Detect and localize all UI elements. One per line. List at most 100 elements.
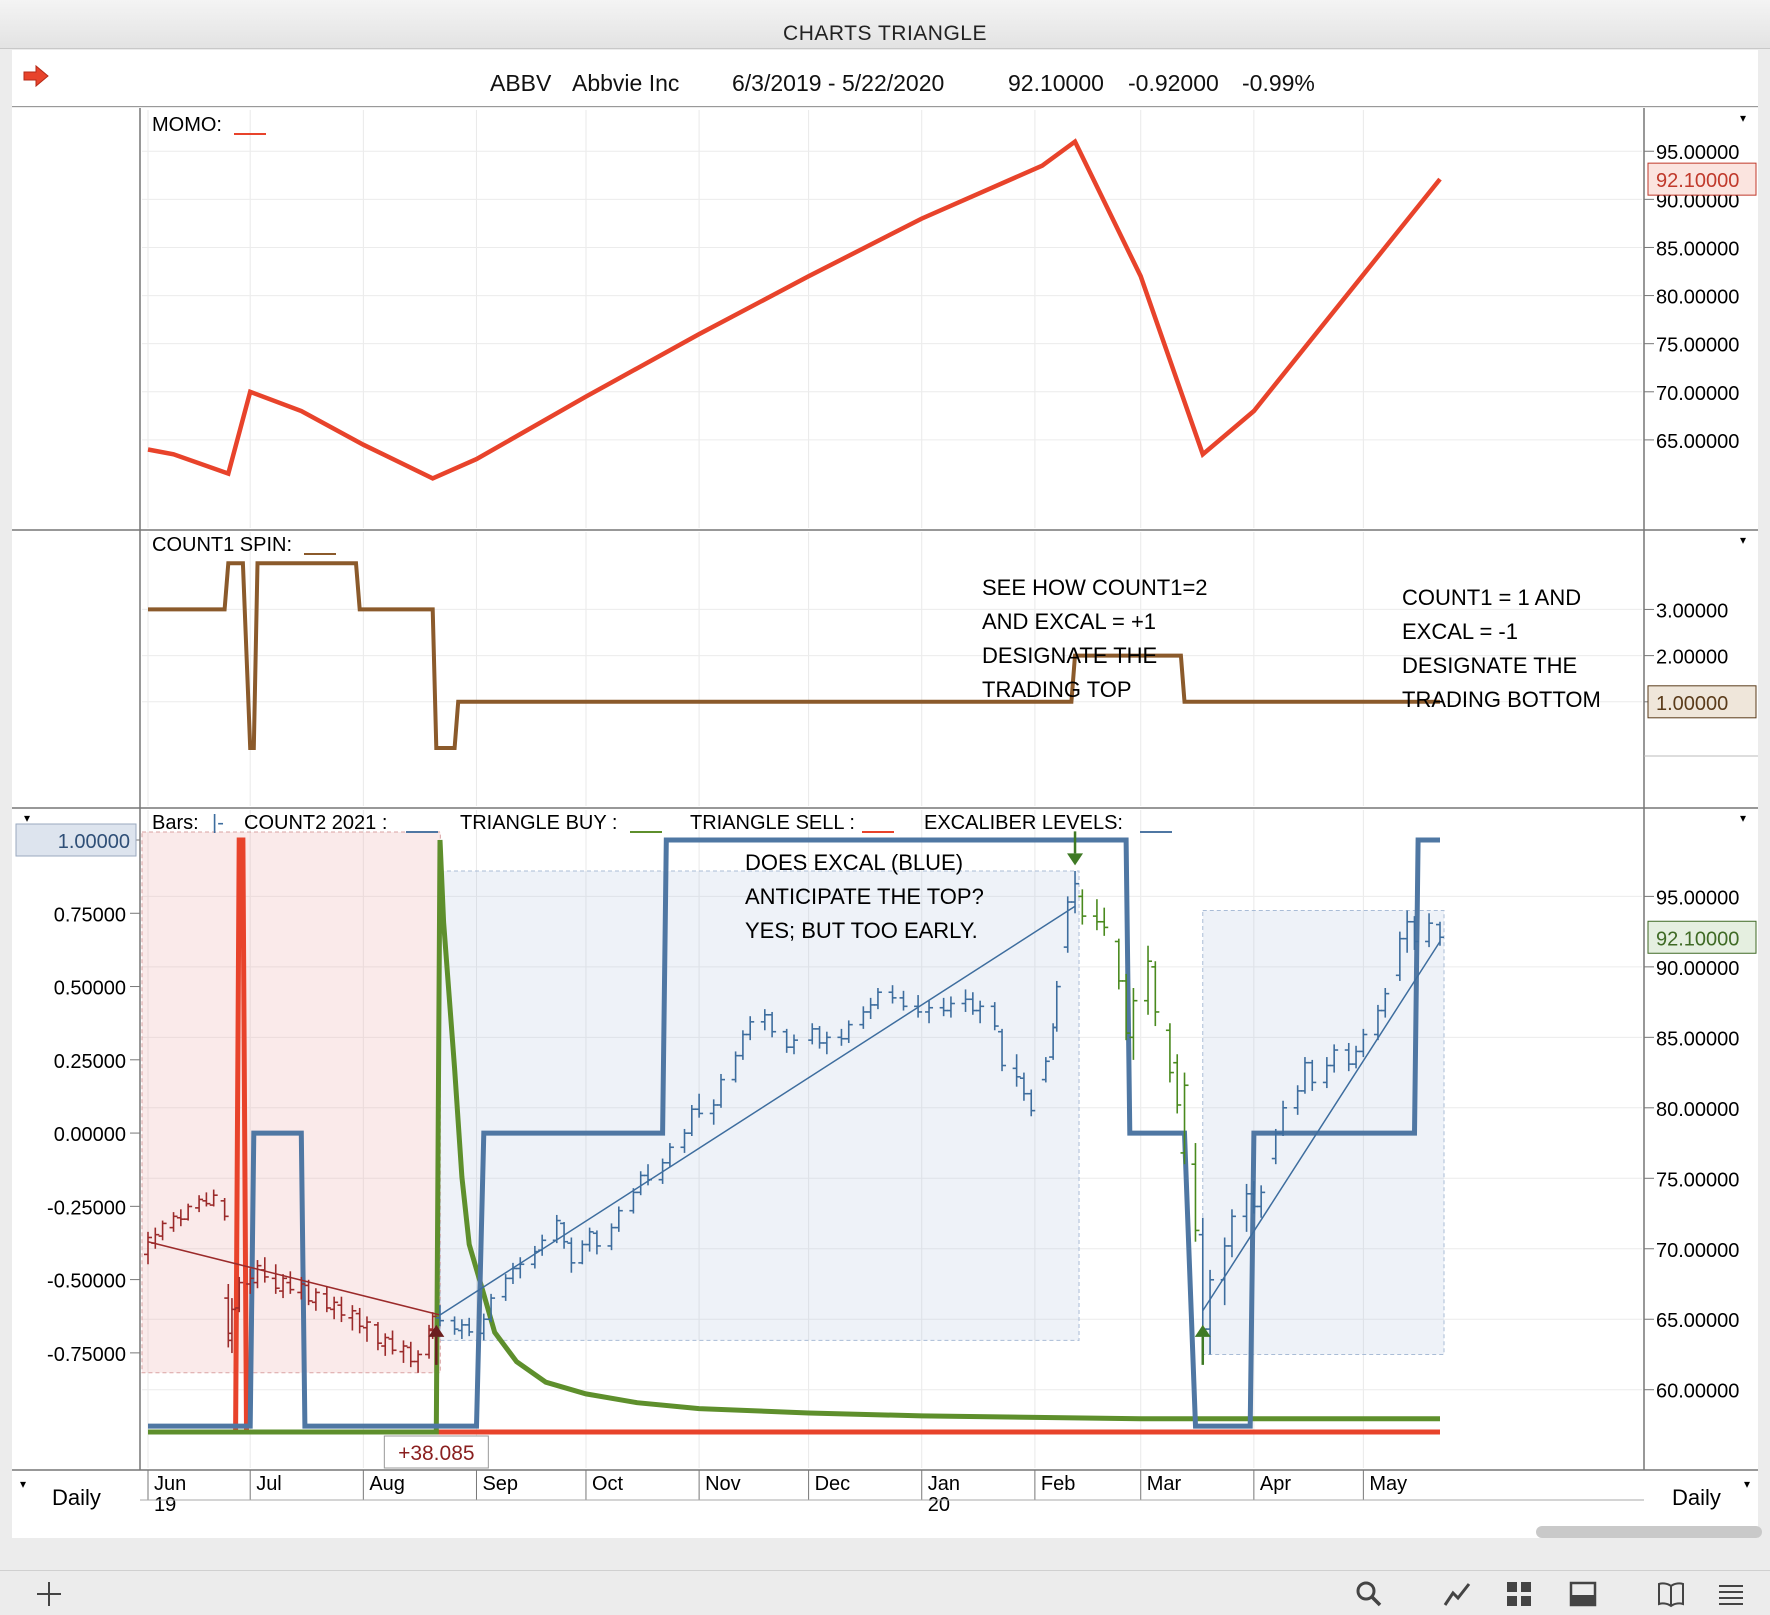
indicator-y-tick-label: 0.75000 bbox=[54, 904, 126, 926]
x-month-label: May bbox=[1369, 1473, 1407, 1495]
ohlc-bar bbox=[1279, 1100, 1288, 1136]
ohlc-bar bbox=[227, 1298, 236, 1354]
back-arrow-icon[interactable] bbox=[22, 64, 50, 88]
bottom-toolbar bbox=[0, 1570, 1770, 1615]
date-range: 6/3/2019 - 5/22/2020 bbox=[732, 70, 945, 96]
ohlc-bar bbox=[1173, 1054, 1182, 1114]
indicator-y-tick-label: 0.50000 bbox=[54, 978, 126, 1000]
ohlc-bar bbox=[695, 1093, 704, 1118]
window-title: CHARTS TRIANGLE bbox=[0, 0, 1770, 49]
momo-last-value: 92.10000 bbox=[1656, 170, 1739, 192]
line-chart-icon[interactable] bbox=[1442, 1579, 1472, 1609]
ohlc-bar bbox=[538, 1234, 547, 1256]
ohlc-bar bbox=[844, 1020, 853, 1043]
count1-line bbox=[148, 561, 1440, 750]
ohlc-bar bbox=[516, 1257, 525, 1279]
buy-signal-arrow bbox=[1194, 1324, 1211, 1337]
regression-line bbox=[439, 905, 1076, 1316]
ohlc-bar bbox=[151, 1227, 160, 1249]
ohlc-bar bbox=[304, 1279, 313, 1306]
ohlc-bar bbox=[202, 1192, 211, 1207]
horizontal-scrollbar[interactable] bbox=[1536, 1526, 1762, 1538]
ohlc-bar bbox=[665, 1143, 674, 1168]
last-price: 92.10000 bbox=[1008, 70, 1104, 96]
ohlc-bar bbox=[1071, 871, 1080, 914]
ohlc-bar bbox=[1114, 938, 1123, 990]
ohlc-bar bbox=[592, 1230, 601, 1255]
ohlc-bar bbox=[873, 988, 882, 1010]
x-month-label: Oct bbox=[592, 1473, 624, 1495]
indicator-last-value: 1.00000 bbox=[58, 831, 130, 853]
momo-y-tick-label: 85.00000 bbox=[1656, 238, 1739, 260]
ohlc-bar bbox=[271, 1264, 280, 1294]
ohlc-bar bbox=[925, 1000, 934, 1024]
regression-line bbox=[1202, 941, 1441, 1312]
price-y-tick-label: 80.00000 bbox=[1656, 1099, 1739, 1121]
ohlc-bar bbox=[297, 1276, 306, 1300]
indicator-y-tick-label: -0.25000 bbox=[47, 1197, 126, 1219]
ohlc-bar bbox=[279, 1274, 288, 1299]
ohlc-bar bbox=[1180, 1072, 1189, 1165]
x-month-label: Jul bbox=[256, 1473, 282, 1495]
buy-legend: TRIANGLE BUY : bbox=[460, 812, 617, 834]
momo-y-tick-label: 95.00000 bbox=[1656, 142, 1739, 164]
sell-shade-region bbox=[141, 831, 441, 1374]
momo-pane-menu-icon[interactable]: ▾ bbox=[1740, 111, 1746, 125]
bars-legend: Bars: bbox=[152, 812, 199, 834]
book-icon[interactable] bbox=[1656, 1579, 1686, 1609]
ohlc-bar bbox=[746, 1016, 755, 1041]
ohlc-bar bbox=[1425, 913, 1434, 948]
ohlc-bar bbox=[998, 1028, 1007, 1072]
momo-y-tick-label: 75.00000 bbox=[1656, 335, 1739, 357]
ohlc-bar bbox=[330, 1296, 339, 1320]
indicator-y-tick-label: -0.50000 bbox=[47, 1271, 126, 1293]
pane-frames bbox=[12, 108, 1758, 1471]
ohlc-bar bbox=[888, 985, 897, 1004]
ohlc-bar bbox=[1092, 899, 1101, 931]
period-right[interactable]: Daily bbox=[1672, 1485, 1721, 1510]
x-month-label: Jan bbox=[928, 1473, 960, 1495]
period-left-menu-icon[interactable]: ▾ bbox=[20, 1477, 26, 1491]
triangle-buy-line bbox=[148, 839, 1440, 1435]
ohlc-bar bbox=[1129, 988, 1138, 1060]
ohlc-bar bbox=[373, 1322, 382, 1351]
ohlc-bar bbox=[1012, 1054, 1021, 1087]
menu-icon[interactable] bbox=[1716, 1579, 1746, 1609]
period-right-menu-icon[interactable]: ▾ bbox=[1744, 1477, 1750, 1491]
count1-pane-menu-icon[interactable]: ▾ bbox=[1740, 533, 1746, 547]
bars-pane-right-menu-icon[interactable]: ▾ bbox=[1740, 811, 1746, 825]
price-y-tick-label: 70.00000 bbox=[1656, 1240, 1739, 1262]
ohlc-bar bbox=[1165, 1023, 1174, 1083]
ohlc-bar bbox=[822, 1031, 831, 1055]
annotation-bottom-line-4: TRADING BOTTOM bbox=[1402, 687, 1601, 712]
chart-area[interactable]: Jun 19 Jul Aug Sep Oct Nov Dec Jan 20 Feb Mar Apr May… bbox=[12, 108, 1758, 1538]
x-month-label: Sep bbox=[482, 1473, 518, 1495]
count1-y-tick-label: 2.00000 bbox=[1656, 647, 1728, 669]
ohlc-bar bbox=[246, 1268, 255, 1294]
ohlc-bar bbox=[158, 1220, 167, 1241]
bars-legend-swatch: |- bbox=[212, 812, 224, 834]
sell-legend: TRIANGLE SELL : bbox=[690, 812, 855, 834]
indicator-y-tick-label: 0.00000 bbox=[54, 1124, 126, 1146]
search-icon[interactable] bbox=[1354, 1579, 1384, 1609]
count1-last-value: 1.00000 bbox=[1656, 693, 1728, 715]
x-month-label: Aug bbox=[369, 1473, 405, 1495]
grid-layout-icon[interactable] bbox=[1504, 1579, 1534, 1609]
panel-layout-icon[interactable] bbox=[1568, 1579, 1598, 1609]
series-layer bbox=[144, 138, 1444, 1435]
x-month-label: Feb bbox=[1041, 1473, 1075, 1495]
period-left[interactable]: Daily bbox=[52, 1485, 101, 1510]
count2-legend: COUNT2 2021 : bbox=[244, 812, 387, 834]
add-icon[interactable] bbox=[34, 1579, 64, 1609]
ohlc-bar bbox=[530, 1245, 539, 1269]
ohlc-bar bbox=[235, 1276, 244, 1313]
excal-legend: EXCALIBER LEVELS: bbox=[924, 812, 1123, 834]
ohlc-bar bbox=[614, 1206, 623, 1232]
indicator-last-value-box bbox=[15, 823, 137, 857]
bars-pane-left-menu-icon[interactable]: ▾ bbox=[24, 811, 30, 825]
momo-legend: MOMO: bbox=[152, 114, 222, 136]
price-y-tick-label: 90.00000 bbox=[1656, 958, 1739, 980]
ohlc-bar bbox=[1227, 1209, 1236, 1258]
